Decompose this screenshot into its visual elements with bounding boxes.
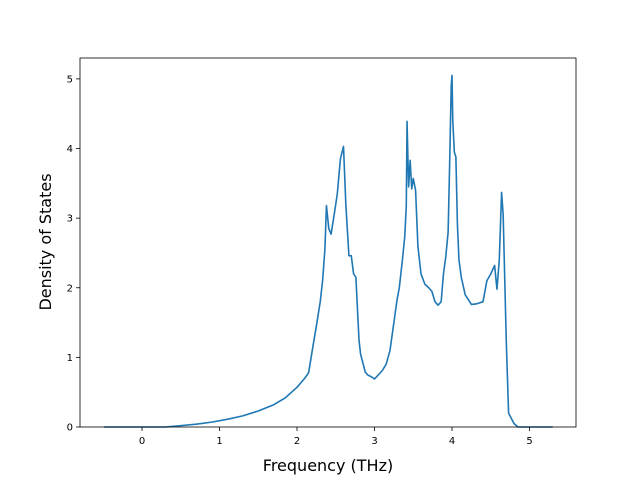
y-tick-label: 2 [67,283,73,294]
y-tick-label: 0 [67,423,73,434]
y-axis-ticks: 0 1 2 3 4 5 [67,74,80,434]
y-tick-label: 1 [67,353,73,364]
plot-area [79,57,577,428]
y-tick-label: 3 [67,214,73,225]
x-tick-label: 0 [139,436,145,447]
x-tick-label: 4 [449,436,455,447]
dos-series-line [104,74,553,428]
y-axis-title: Density of States [36,173,55,310]
y-tick-label: 5 [67,74,73,85]
x-axis-title: Frequency (THz) [263,456,393,475]
y-tick-label: 4 [67,144,73,155]
axes-frame [79,57,577,428]
x-axis-ticks: 0 1 2 3 4 5 [139,427,533,447]
x-tick-label: 3 [371,436,377,447]
x-tick-label: 2 [294,436,300,447]
x-tick-label: 5 [526,436,532,447]
x-tick-label: 1 [216,436,222,447]
